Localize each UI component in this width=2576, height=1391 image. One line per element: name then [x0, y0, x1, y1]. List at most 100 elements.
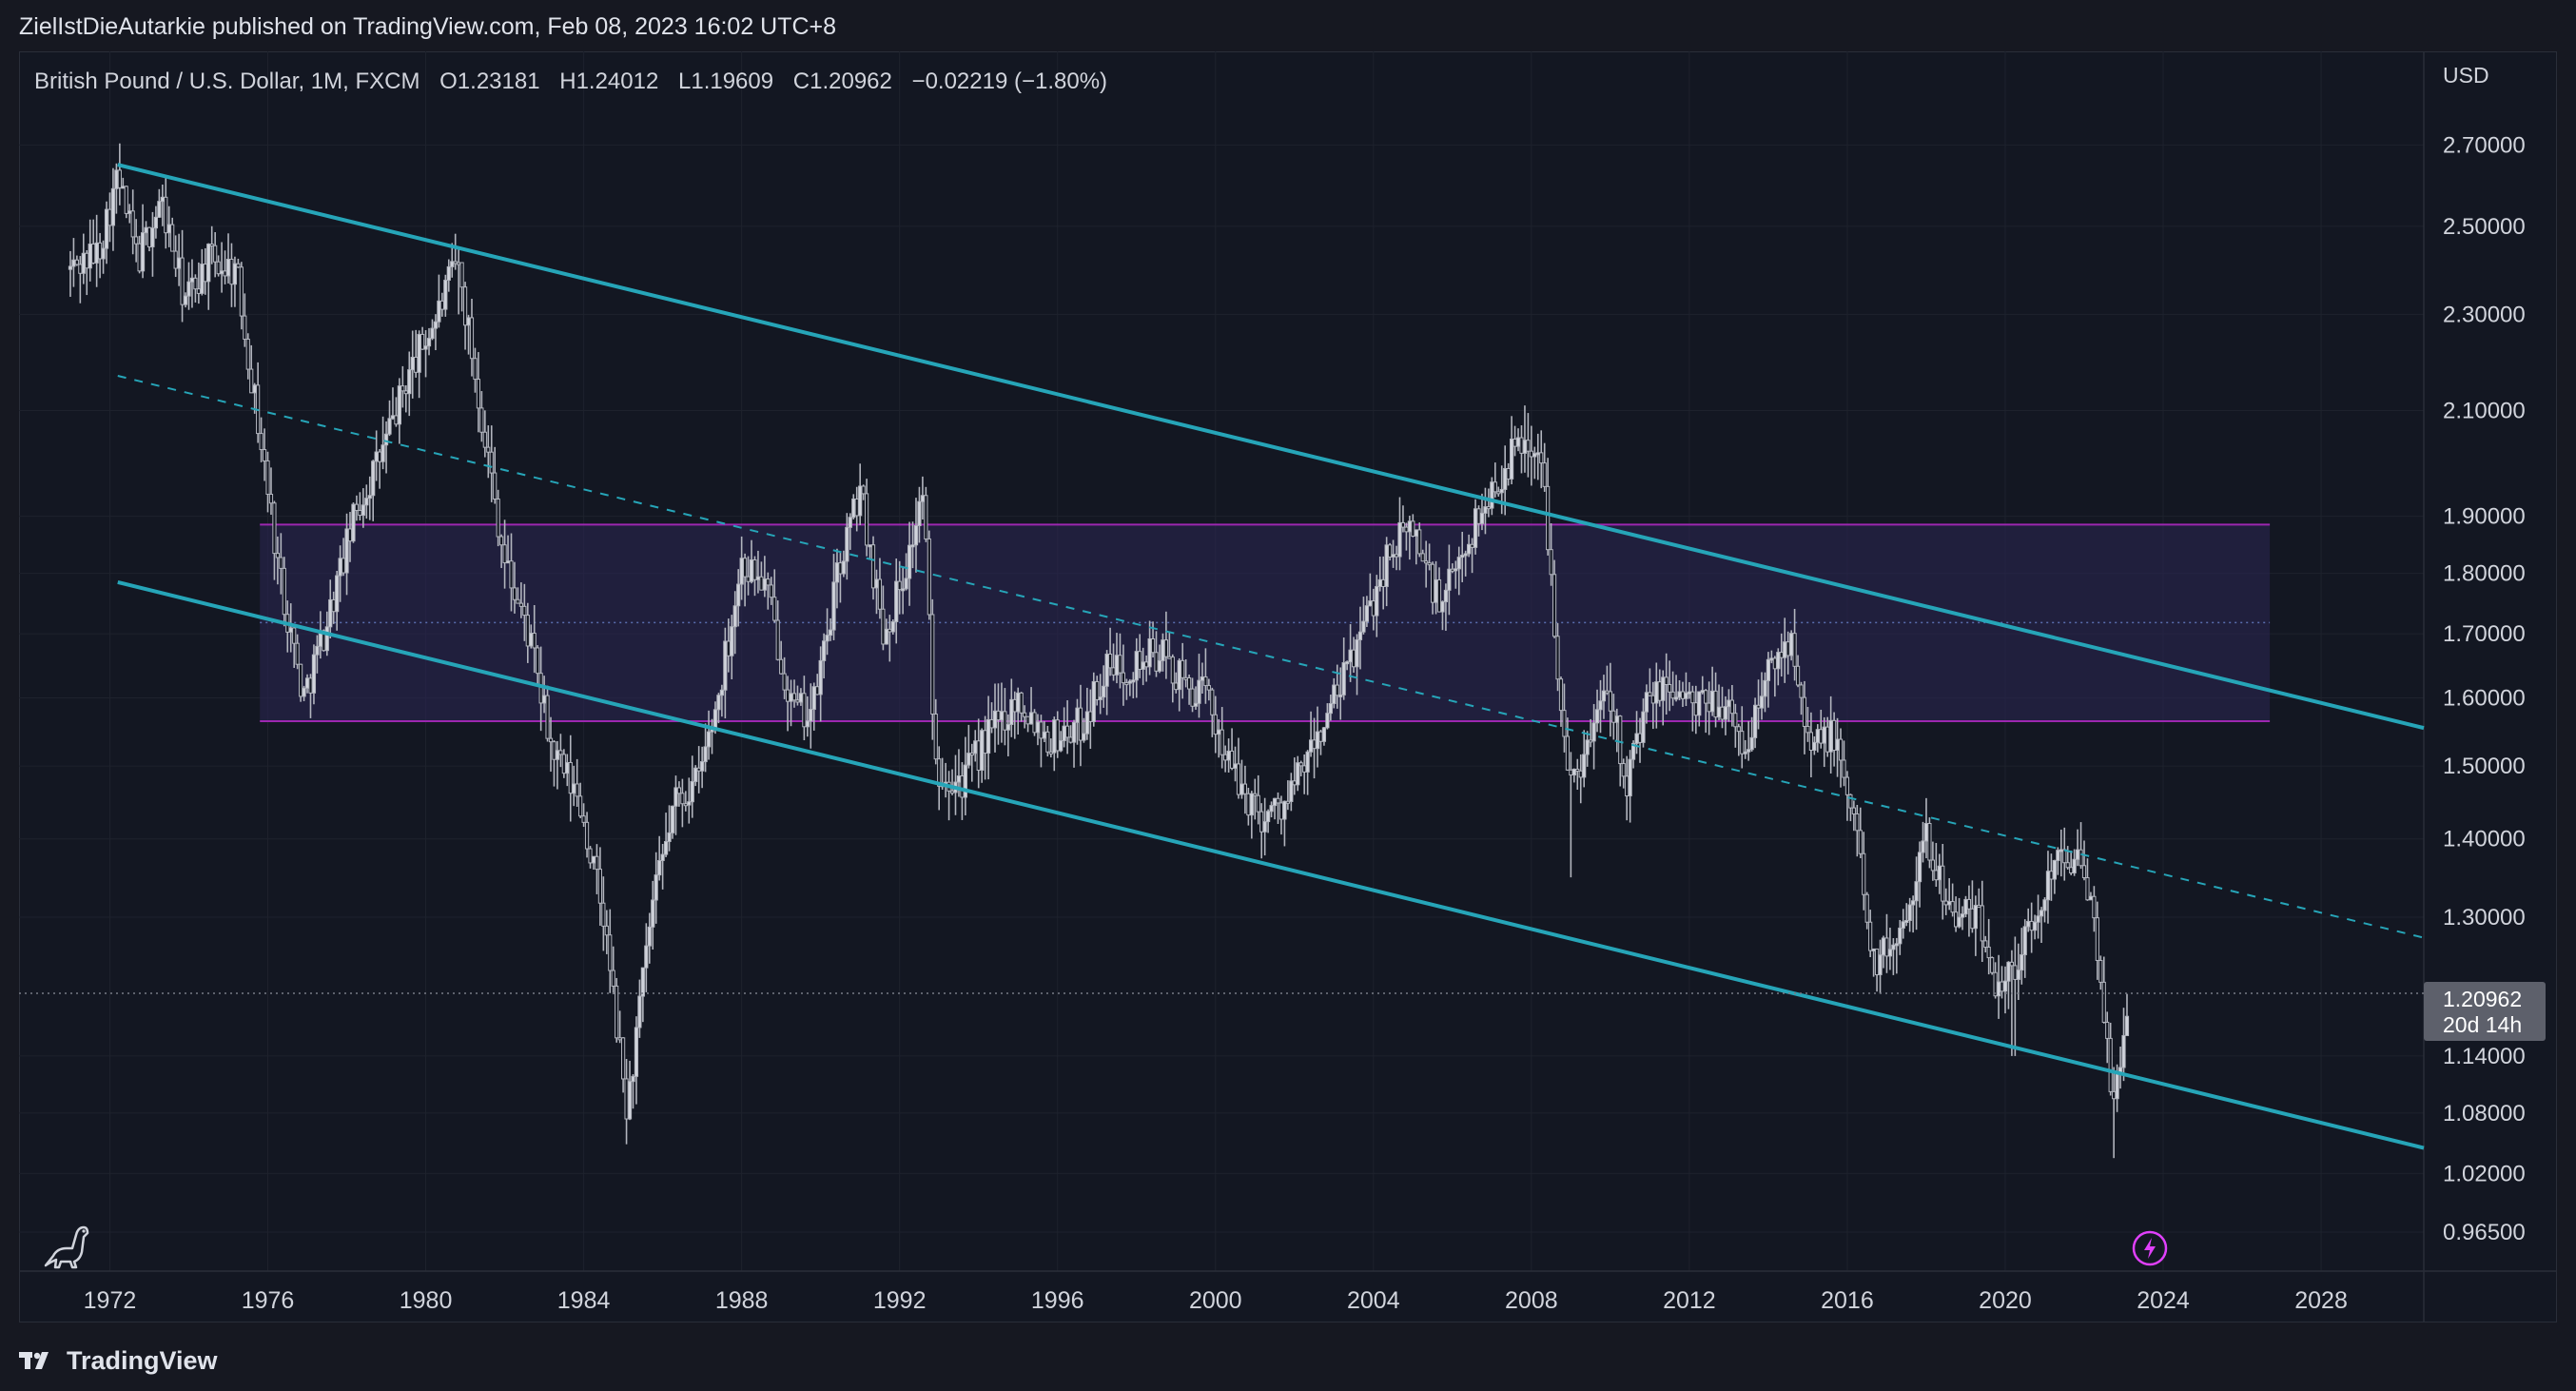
candle-body	[937, 758, 942, 787]
channel-upper-line	[117, 163, 2425, 731]
price-tick-label: 2.70000	[2443, 132, 2526, 158]
candle-body	[1456, 557, 1461, 570]
candle-body	[85, 252, 89, 269]
lightning-icon[interactable]	[2131, 1229, 2169, 1272]
candle-body	[1759, 696, 1765, 709]
candle-body	[1226, 750, 1231, 761]
candle-body	[676, 787, 682, 794]
candle-body	[499, 536, 504, 546]
candle-body	[673, 787, 678, 807]
candle-body	[1384, 544, 1389, 587]
candle-body	[1071, 721, 1077, 743]
candle-body	[1808, 732, 1813, 752]
time-tick-label: 1976	[242, 1287, 295, 1314]
candle-body	[785, 689, 790, 702]
candle-body	[1546, 485, 1551, 551]
candle-body	[798, 693, 804, 703]
candle-body	[374, 451, 379, 462]
candle-body	[1186, 676, 1192, 690]
candle-body	[1023, 712, 1027, 717]
candle-body	[595, 855, 599, 871]
candle-body	[1943, 900, 1948, 906]
candle-body	[414, 357, 419, 373]
candle-body	[1236, 763, 1241, 795]
candle-body	[1463, 553, 1468, 557]
candle-body	[262, 449, 267, 461]
candle-body	[225, 258, 231, 277]
candle-body	[2049, 871, 2054, 880]
candle-body	[1819, 729, 1824, 744]
candle-body	[927, 538, 931, 616]
candle-body	[897, 580, 902, 591]
candle-body	[1697, 691, 1702, 716]
candle-body	[1799, 684, 1804, 698]
candle-body	[1088, 711, 1093, 722]
candle-body	[121, 186, 126, 189]
candle-body	[1181, 659, 1185, 678]
candle-body	[963, 764, 967, 798]
candle-body	[1470, 543, 1474, 548]
candle-body	[2075, 849, 2080, 860]
candle-body	[663, 841, 669, 855]
currency-label[interactable]: USD	[2443, 63, 2489, 88]
candle-body	[1348, 649, 1353, 663]
candle-body	[1832, 719, 1837, 752]
candle-body	[884, 628, 888, 645]
candle-body	[1351, 649, 1356, 668]
candle-body	[2078, 849, 2083, 867]
candle-body	[1844, 776, 1850, 795]
candle-body	[2088, 895, 2094, 901]
tradingview-logo-icon[interactable]	[19, 1350, 57, 1371]
candle-body	[1923, 822, 1929, 842]
candle-body	[552, 741, 556, 760]
candle-body	[949, 790, 955, 793]
candle-body	[1668, 683, 1672, 693]
candle-body	[910, 544, 915, 548]
candle-body	[572, 783, 576, 794]
candle-body	[1233, 763, 1238, 769]
brand-name[interactable]: TradingView	[67, 1345, 218, 1375]
candle-body	[2065, 862, 2070, 869]
candle-body	[1914, 881, 1919, 902]
candle-body	[252, 384, 257, 394]
candle-body	[1605, 690, 1610, 694]
candle-body	[2108, 1037, 2113, 1092]
candle-body	[196, 288, 201, 294]
candle-body	[1783, 641, 1787, 658]
candle-body	[1266, 811, 1271, 823]
candle-body	[394, 415, 399, 425]
candle-body	[1134, 651, 1139, 681]
candle-body	[1881, 937, 1886, 956]
candle-body	[1911, 900, 1916, 906]
candle-body	[200, 264, 205, 294]
candle-body	[2059, 849, 2063, 852]
candle-body	[101, 247, 106, 260]
candle-body	[848, 517, 852, 528]
candle-body	[209, 244, 214, 247]
candle-body	[203, 264, 207, 283]
candle-body	[457, 262, 461, 265]
candle-body	[1657, 681, 1662, 701]
candle-body	[381, 444, 385, 462]
dinosaur-icon[interactable]	[40, 1218, 93, 1276]
candle-body	[1634, 733, 1639, 744]
candle-body	[746, 576, 751, 582]
candle-body	[2056, 850, 2060, 861]
candle-body	[1163, 639, 1168, 657]
candle-body	[894, 580, 899, 622]
candle-body	[1059, 739, 1064, 752]
candle-body	[1430, 563, 1435, 603]
candle-body	[482, 431, 487, 448]
candle-body	[512, 587, 517, 600]
candle-body	[1397, 521, 1402, 558]
candle-body	[1394, 554, 1399, 558]
candle-body	[1825, 726, 1830, 753]
candle-body	[660, 853, 665, 862]
legend-symbol[interactable]: British Pound / U.S. Dollar, 1M, FXCM	[34, 69, 420, 94]
candle-body	[144, 226, 148, 234]
candle-body	[973, 740, 978, 754]
candle-body	[1835, 738, 1840, 752]
candle-body	[331, 598, 336, 613]
candle-body	[295, 642, 300, 665]
